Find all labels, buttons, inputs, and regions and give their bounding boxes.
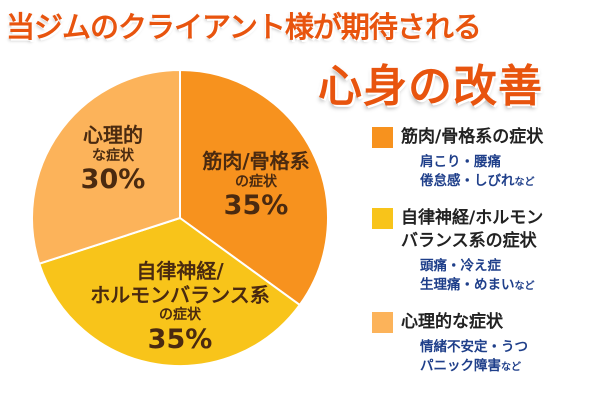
legend-swatch-muscle	[372, 127, 393, 148]
legend-detail-autonomic: 頭痛・冷え症 生理痛・めまいなど	[420, 257, 598, 295]
legend-detail-psych-1: 情緒不安定・うつ	[420, 339, 528, 355]
slice-label-muscle-line2: の症状	[235, 173, 277, 190]
legend-suffix-autonomic: など	[514, 280, 535, 292]
legend-suffix-muscle: など	[514, 177, 535, 189]
legend-item-muscle: 筋肉/骨格系の症状 肩こり・腰痛 倦怠感・しびれなど	[372, 126, 598, 191]
slice-label-autonomic-line2: ホルモンバランス系	[90, 282, 270, 307]
legend-detail-psych: 情緒不安定・うつ パニック障害など	[420, 338, 598, 376]
legend-label-psych: 心理的な症状	[401, 311, 503, 332]
slice-label-psych-line2: な症状	[92, 147, 134, 164]
legend-detail-muscle-1: 肩こり・腰痛	[420, 154, 501, 171]
slice-label-muscle-line1: 筋肉/骨格系	[202, 149, 310, 173]
legend-detail-psych-2: パニック障害	[420, 358, 501, 375]
pie-slice-psych	[31, 68, 181, 265]
slice-label-autonomic-pct: 35%	[147, 323, 213, 355]
slice-label-muscle-pct: 35%	[223, 190, 289, 222]
legend-detail-muscle-2: 倦怠感・しびれ	[420, 173, 515, 190]
pie-slice-autonomic	[37, 216, 302, 367]
slice-label-psych-line1: 心理的	[83, 123, 143, 147]
pie-slice-muscle	[179, 68, 329, 307]
legend-swatch-psych	[372, 311, 393, 333]
slice-label-autonomic-line1: 自律神経/	[136, 259, 224, 283]
slice-label-autonomic: 自律神経/ ホルモンバランス系 の症状 35%	[68, 259, 292, 356]
legend-label-autonomic-2: バランス系の症状	[401, 230, 537, 251]
legend-swatch-autonomic	[372, 208, 393, 230]
legend-detail-muscle: 肩こり・腰痛 倦怠感・しびれなど	[420, 153, 598, 191]
legend-suffix-psych: など	[501, 362, 521, 374]
title-line-1: 当ジムのクライアント様が期待される	[6, 10, 482, 44]
legend-label-autonomic: 自律神経/ホルモン	[401, 208, 544, 229]
pie-slices	[31, 68, 329, 367]
slice-label-muscle: 筋肉/骨格系 の症状 35%	[186, 149, 326, 222]
legend-label-muscle: 筋肉/骨格系の症状	[401, 127, 544, 147]
legend-detail-autonomic-1: 頭痛・冷え症	[420, 257, 501, 274]
title-line-2: 心身の改善	[318, 61, 543, 112]
legend: 筋肉/骨格系の症状 肩こり・腰痛 倦怠感・しびれなど 自律神経/ホルモン バラン…	[372, 126, 598, 392]
slice-label-psych: 心理的 な症状 30%	[58, 123, 168, 196]
legend-item-autonomic: 自律神経/ホルモン バランス系の症状 頭痛・冷え症 生理痛・めまいなど	[372, 207, 598, 295]
slice-label-autonomic-line3: の症状	[159, 307, 201, 324]
legend-item-psych: 心理的な症状 情緒不安定・うつ パニック障害など	[372, 311, 598, 376]
legend-detail-autonomic-2: 生理痛・めまい	[420, 276, 515, 293]
slice-label-psych-pct: 30%	[80, 164, 146, 196]
